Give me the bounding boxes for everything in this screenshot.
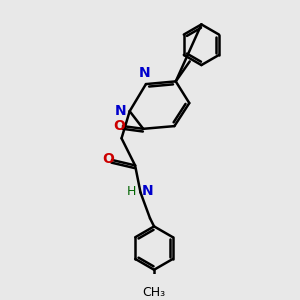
Text: N: N [142,184,154,198]
Text: O: O [114,119,126,133]
Text: O: O [103,152,115,166]
Text: N: N [139,66,150,80]
Text: N: N [115,104,126,118]
Text: CH₃: CH₃ [142,286,166,299]
Text: H: H [126,185,136,198]
